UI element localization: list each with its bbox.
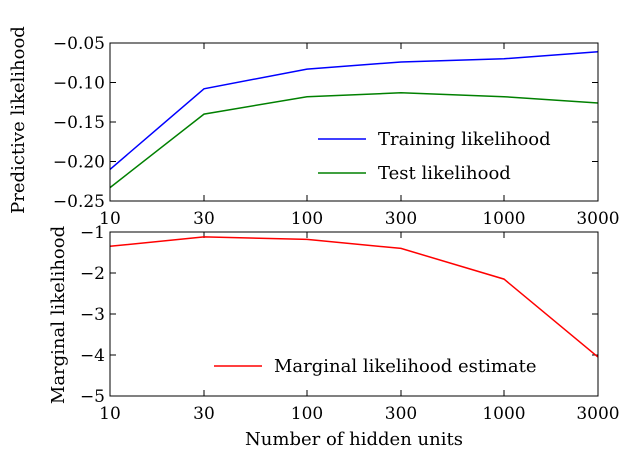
- top-xtick-label: 100: [291, 209, 323, 229]
- bottom-xtick-label: 30: [193, 404, 215, 424]
- top-ytick-label: −0.25: [53, 192, 105, 212]
- legend-label-test: Test likelihood: [378, 163, 511, 184]
- top-panel: Predictive likelihood 10 30 100 300 1000 3000…: [8, 26, 620, 229]
- top-ylabel: Predictive likelihood: [8, 26, 29, 214]
- series-line-test-likelihood: [109, 92, 599, 189]
- top-legend: Training likelihood Test likelihood: [318, 129, 551, 184]
- top-ytick-label: −0.15: [53, 113, 105, 133]
- bottom-legend: Marginal likelihood estimate: [214, 356, 537, 377]
- top-xtick-label: 1000: [482, 209, 525, 229]
- bottom-ytick-label: −5: [80, 387, 105, 407]
- bottom-plot-area: 10 30 100 300 1000 3000 −1 −2 −3 −4 −5: [80, 223, 620, 424]
- bottom-xlabel: Number of hidden units: [245, 429, 463, 450]
- legend-label-training: Training likelihood: [378, 129, 551, 150]
- series-line-marginal-likelihood-estimate: [109, 236, 599, 358]
- bottom-xtick-label: 300: [385, 404, 417, 424]
- top-ytick-label: −0.10: [53, 74, 105, 94]
- top-xtick-label: 3000: [576, 209, 619, 229]
- top-ytick-label: −0.20: [53, 153, 105, 173]
- bottom-xtick-label: 10: [99, 404, 121, 424]
- top-plot-area: 10 30 100 300 1000 3000 −0.05 −0.10 −0.15 −0.20 −0…: [53, 34, 620, 229]
- bottom-ytick-label: −4: [80, 346, 105, 366]
- bottom-xtick-label: 3000: [576, 404, 619, 424]
- series-line-training-likelihood: [109, 50, 599, 170]
- bottom-ytick-label: −1: [80, 223, 105, 243]
- legend-label-marginal: Marginal likelihood estimate: [274, 356, 537, 377]
- bottom-panel: Marginal likelihood 10 30 100 300 1000 3000 −1…: [48, 223, 620, 450]
- top-ytick-label: −0.05: [53, 34, 105, 54]
- top-xtick-label: 30: [193, 209, 215, 229]
- top-xtick-label: 10: [99, 209, 121, 229]
- bottom-ylabel: Marginal likelihood: [48, 226, 69, 404]
- bottom-axes-frame: [109, 231, 599, 397]
- bottom-xtick-label: 1000: [482, 404, 525, 424]
- bottom-ytick-label: −2: [80, 264, 105, 284]
- top-xtick-label: 300: [385, 209, 417, 229]
- bottom-ytick-label: −3: [80, 305, 105, 325]
- bottom-xtick-label: 100: [291, 404, 323, 424]
- top-axes-frame: [109, 42, 599, 202]
